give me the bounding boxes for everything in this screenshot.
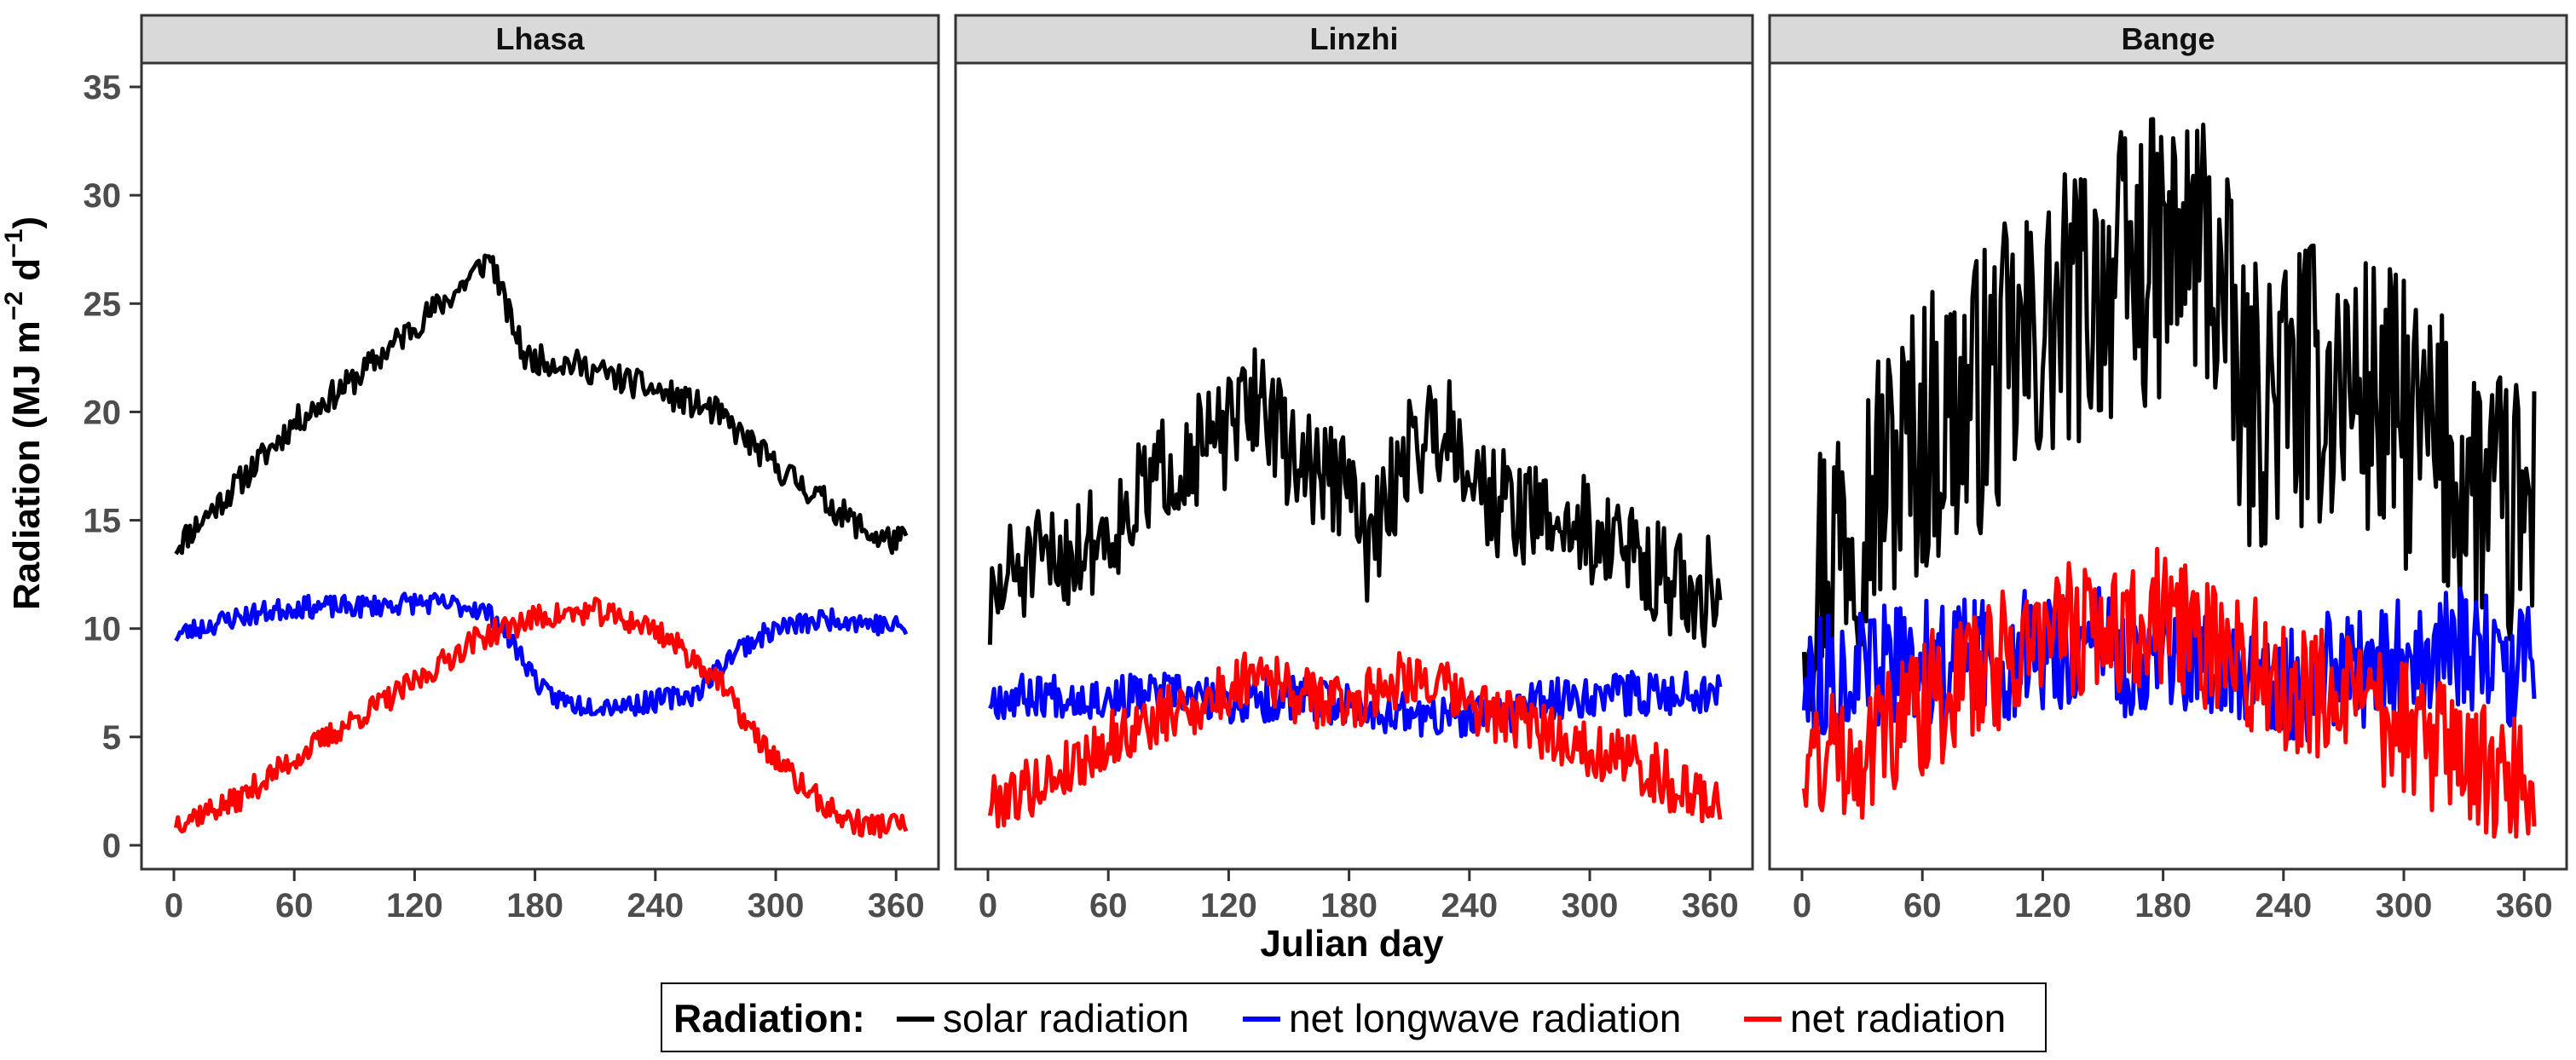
panel-bange: Bange 0 60 120 180 240 300 360 — [1768, 14, 2568, 925]
series-line-linzhi-net-radiation — [987, 651, 1723, 829]
legend-label-net-radiation: net radiation — [1790, 996, 2006, 1040]
y-tick-label-15: 15 — [84, 503, 122, 540]
legend-label-solar-radiation: solar radiation — [943, 996, 1189, 1040]
x-tick-label-bange-0: 0 — [1793, 887, 1811, 925]
x-tick-label-bange-360: 360 — [2496, 887, 2553, 925]
y-tick-label-35: 35 — [84, 69, 122, 107]
series-line-bange-solar-radiation — [1801, 117, 2537, 712]
legend-label-net-longwave-radiation: net longwave radiation — [1289, 996, 1681, 1040]
panel-strip-linzhi — [954, 14, 1754, 65]
series-line-lhasa-net-radiation — [173, 596, 909, 839]
panel-border-bange — [1768, 61, 2568, 871]
x-tick-label-linzhi-120: 120 — [1200, 887, 1257, 925]
x-tick-label-bange-300: 300 — [2376, 887, 2433, 925]
panel-lhasa: Lhasa 0 60 120 180 240 300 360 0 5 10 15 20 25 30 35 — [84, 14, 940, 925]
y-tick-label-20: 20 — [84, 394, 122, 431]
y-tick-label-10: 10 — [84, 611, 122, 648]
y-axis-title: Radiation (MJ m−2 d−1) — [0, 216, 48, 610]
panel-title-linzhi: Linzhi — [1310, 21, 1399, 56]
panel-title-bange: Bange — [2121, 21, 2215, 56]
x-tick-label-linzhi-0: 0 — [979, 887, 997, 925]
panel-strip-lhasa — [140, 14, 940, 65]
x-tick-label-lhasa-0: 0 — [165, 887, 183, 925]
x-axis-title: Julian day — [1260, 923, 1444, 965]
x-tick-label-lhasa-300: 300 — [748, 887, 805, 925]
x-tick-label-lhasa-360: 360 — [868, 887, 925, 925]
y-tick-label-25: 25 — [84, 285, 122, 323]
x-tick-label-lhasa-60: 60 — [275, 887, 314, 925]
x-tick-label-linzhi-240: 240 — [1441, 887, 1498, 925]
x-tick-label-lhasa-180: 180 — [506, 887, 563, 925]
x-tick-label-bange-120: 120 — [2014, 887, 2071, 925]
plot-area-lhasa — [142, 63, 939, 869]
series-line-bange-net-radiation — [1801, 546, 2537, 839]
panel-group: Lhasa 0 60 120 180 240 300 360 0 5 10 15 20 25 30 35 Lin… — [84, 14, 2568, 925]
series-line-lhasa-net-longwave-radiation — [174, 591, 909, 717]
x-tick-label-lhasa-120: 120 — [386, 887, 443, 925]
series-line-linzhi-solar-radiation — [987, 347, 1723, 648]
legend-box — [661, 982, 2047, 1052]
panel-title-lhasa: Lhasa — [495, 21, 585, 56]
y-tick-label-30: 30 — [84, 177, 122, 215]
x-tick-label-bange-240: 240 — [2255, 887, 2312, 925]
x-tick-label-linzhi-300: 300 — [1562, 887, 1619, 925]
panel-border-lhasa — [140, 61, 940, 871]
x-tick-label-lhasa-240: 240 — [627, 887, 684, 925]
x-tick-label-bange-60: 60 — [1903, 887, 1942, 925]
panel-linzhi: Linzhi 0 60 120 180 240 300 360 — [954, 14, 1754, 925]
legend-title: Radiation: — [673, 996, 865, 1040]
y-tick-label-0: 0 — [102, 827, 121, 865]
x-tick-label-linzhi-360: 360 — [1682, 887, 1739, 925]
x-tick-label-linzhi-180: 180 — [1320, 887, 1378, 925]
series-line-lhasa-solar-radiation — [174, 253, 909, 556]
x-tick-label-linzhi-60: 60 — [1089, 887, 1128, 925]
y-tick-label-5: 5 — [102, 719, 121, 757]
panel-border-linzhi — [954, 61, 1754, 871]
legend: Radiation: solar radiation net longwave … — [661, 982, 2047, 1052]
x-tick-label-bange-180: 180 — [2134, 887, 2192, 925]
